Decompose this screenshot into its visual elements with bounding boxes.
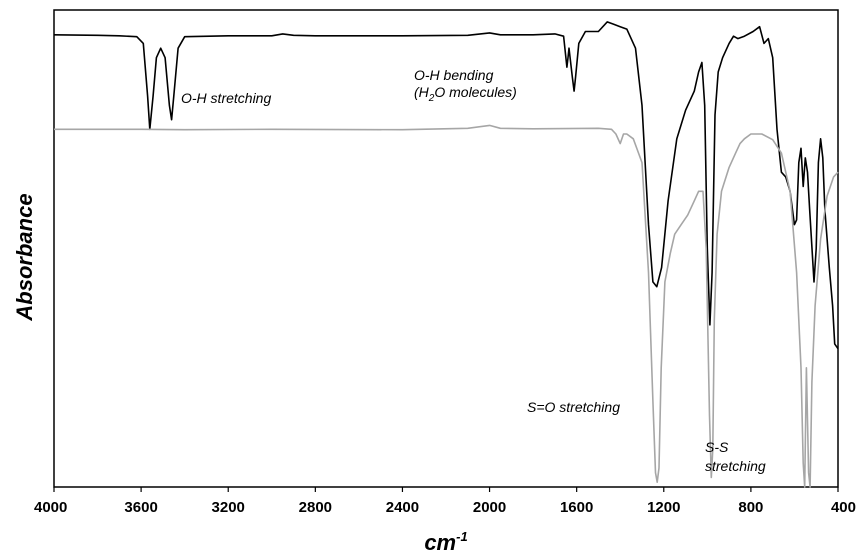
x-tick-label: 2800	[299, 499, 332, 516]
y-axis-title: Absorbance	[12, 193, 37, 321]
annotation-h2o-molecules: (H2O molecules)	[414, 84, 517, 104]
series-layer	[53, 21, 839, 488]
x-tick-label: 3200	[212, 499, 245, 516]
plot-area	[53, 9, 839, 488]
x-tick-label: 2000	[473, 499, 506, 516]
x-tick-label: 4000	[34, 499, 67, 516]
annotation-so-stretching: S=O stretching	[527, 399, 620, 415]
x-axis-title: cm-1	[424, 529, 467, 555]
annotation-ss-stretching: stretching	[705, 458, 766, 474]
x-axis-ticks: 4000 3600 3200 2800 2400 2000 1600 1200 800 400	[34, 487, 856, 516]
x-tick-label: 400	[831, 499, 856, 516]
x-tick-label: 2400	[386, 499, 419, 516]
annotation-oh-bending: O-H bending	[414, 67, 494, 83]
annotation-oh-stretching: O-H stretching	[181, 90, 271, 106]
x-tick-label: 800	[738, 499, 763, 516]
spectrum-line-1	[53, 21, 839, 350]
x-tick-label: 1200	[647, 499, 680, 516]
spectrum-line-2	[54, 124, 839, 488]
annotation-ss-label: S-S	[705, 439, 729, 455]
x-tick-label: 1600	[560, 499, 593, 516]
x-tick-label: 3600	[124, 499, 157, 516]
